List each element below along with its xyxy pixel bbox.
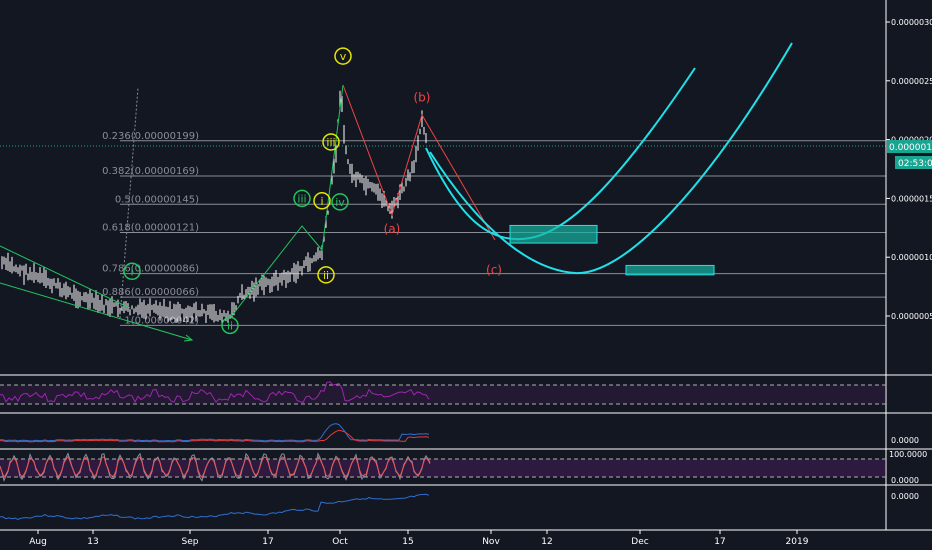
wave-label: iii (326, 136, 335, 149)
stoch-zero-label: 0.0000 (891, 476, 919, 485)
macd-zero-label: 0.0000 (891, 436, 919, 445)
obv-line (0, 493, 430, 520)
time-tick-label: 15 (402, 537, 413, 547)
wave-impulse-line[interactable] (229, 84, 344, 319)
stoch-band (0, 459, 886, 477)
wave-label-circle (123, 262, 141, 281)
time-tick-label: 2019 (786, 537, 809, 547)
time-tick-label: Nov (482, 537, 500, 547)
fib-level-label: 0.886(0.00000066) (102, 287, 199, 298)
wave-label: (c) (486, 263, 502, 277)
fib-level-label: 0.786(0.00000086) (102, 264, 199, 275)
wave-label: (b) (414, 90, 431, 104)
wave-label: iv (335, 196, 345, 209)
wave-label: i (320, 195, 323, 208)
wave-label-circle (334, 47, 352, 65)
macd-signal-line (0, 429, 430, 443)
time-tick-label: 13 (87, 537, 98, 547)
rsi-line (0, 381, 430, 404)
wave-label: v (340, 50, 347, 63)
time-tick-label: Aug (29, 537, 47, 547)
wave-label: i (130, 265, 133, 278)
time-tick-label: 12 (541, 537, 552, 547)
wave-label-circle (221, 316, 239, 335)
target-zone[interactable] (625, 264, 715, 276)
time-axis[interactable]: Aug 13 Sep 17 Oct 15 Nov 12 Dec 17 2019 (29, 530, 809, 547)
rsi-band (0, 385, 886, 404)
wave-label-circle (322, 133, 340, 151)
indicator-panes: 0.0000 100.0000 0.0000 0.0000 (0, 374, 932, 531)
wave-label-circle (293, 189, 311, 208)
obv-zero-label: 0.0000 (891, 492, 919, 501)
target-zones[interactable] (509, 224, 715, 276)
fib-level-label: 1(0.00000042) (124, 315, 199, 326)
projection-curve-2[interactable] (429, 42, 793, 275)
channel-arrowhead (183, 334, 194, 342)
fib-level-label: 0.382(0.00000169) (102, 166, 199, 177)
wave-label: (a) (384, 222, 401, 236)
fib-level-label: 0.236(0.00000199) (102, 131, 199, 142)
wave-label-circle (331, 193, 349, 211)
countdown-tag (895, 156, 932, 169)
time-tick-label: 17 (262, 537, 273, 547)
stoch-d-line (0, 455, 431, 479)
time-tick-label: Dec (631, 537, 648, 547)
time-tick-label: Sep (182, 537, 199, 547)
time-tick-label: Oct (332, 537, 348, 547)
dotted-trend-line[interactable] (119, 87, 139, 319)
current-price-label: 0.00000195 (889, 143, 932, 153)
countdown-label: 02:53:00 (898, 159, 932, 169)
wave-label-circle (313, 192, 331, 210)
wave-label: ii (227, 319, 233, 332)
elliott-wave-lines[interactable] (0, 84, 496, 342)
wave-label-circle (317, 266, 335, 284)
fibonacci-retracement[interactable]: 0.236(0.00000199) 0.382(0.00000169) 0.5(0.… (102, 131, 886, 327)
wave-label: iii (297, 192, 306, 205)
channel-lower-line[interactable] (0, 282, 193, 341)
fib-level-label: 0.618(0.00000121) (102, 223, 199, 234)
time-tick-label: 17 (714, 537, 725, 547)
wave-correction-line[interactable] (342, 84, 496, 241)
stoch-top-label: 100.0000 (889, 450, 927, 459)
macd-line (0, 423, 430, 442)
current-price-tag (887, 140, 932, 153)
wave-label: ii (323, 269, 329, 282)
channel-upper-line[interactable] (0, 245, 131, 309)
target-zone[interactable] (509, 224, 598, 244)
fib-level-label: 0.5(0.00000145) (115, 194, 199, 205)
